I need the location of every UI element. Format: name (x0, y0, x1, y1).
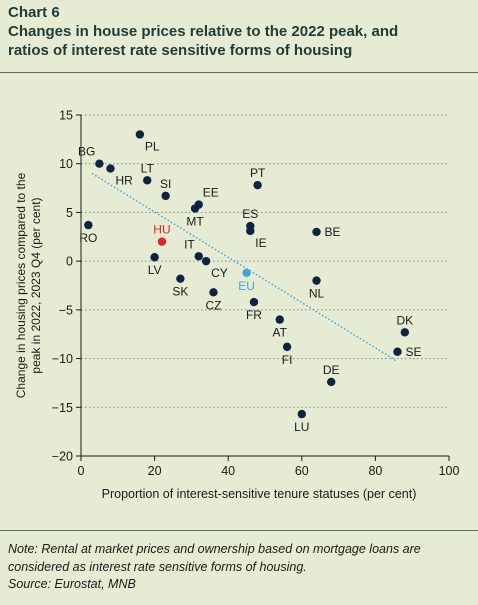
data-label-hu: HU (153, 223, 170, 237)
x-tick-label: 0 (78, 464, 85, 478)
footer-divider (0, 530, 478, 531)
data-label-nl: NL (309, 287, 325, 301)
data-point-sk (176, 274, 185, 283)
chart-header: Chart 6 Changes in house prices relative… (8, 4, 472, 60)
data-label-eu: EU (238, 279, 255, 293)
y-tick-label: −10 (52, 352, 73, 366)
data-label-de: DE (323, 363, 340, 377)
data-label-se: SE (405, 345, 421, 359)
data-label-at: AT (272, 326, 287, 340)
x-tick-label: 20 (148, 464, 162, 478)
data-point-pt (253, 180, 262, 190)
data-label-es: ES (242, 207, 258, 221)
y-tick-label: −5 (59, 303, 73, 317)
data-label-fr: FR (246, 308, 262, 322)
data-label-sk: SK (172, 285, 188, 299)
data-label-dk: DK (397, 313, 414, 327)
data-label-si: SI (160, 177, 171, 191)
chart-number: Chart 6 (8, 4, 60, 21)
data-point-lt (143, 176, 152, 185)
data-point-ie (246, 226, 255, 236)
data-label-bg: BG (78, 145, 95, 159)
chart-title-line2: ratios of interest rate sensitive forms … (8, 42, 353, 59)
data-label-hr: HR (115, 174, 133, 188)
data-point-lv (150, 253, 159, 262)
data-point-it (194, 252, 203, 261)
data-point-cz (209, 288, 218, 297)
y-tick-label: 15 (59, 109, 73, 123)
y-tick-label: −15 (52, 401, 73, 415)
x-tick-label: 80 (368, 464, 382, 478)
data-point-eu (242, 268, 251, 278)
data-point-hr (106, 164, 115, 173)
x-axis-title: Proportion of interest-sensitive tenure … (102, 487, 417, 501)
data-label-cz: CZ (205, 298, 221, 312)
x-tick-label: 100 (439, 464, 460, 478)
y-tick-label: 5 (66, 206, 73, 220)
trendline (91, 172, 398, 363)
data-label-lt: LT (141, 161, 155, 175)
data-point-be (312, 227, 321, 237)
y-tick-label: 0 (66, 255, 73, 269)
data-label-mt: MT (186, 215, 204, 229)
data-label-ie: IE (255, 236, 266, 250)
data-label-pl: PL (145, 139, 160, 153)
data-label-be: BE (325, 225, 341, 239)
data-label-ee: EE (203, 186, 219, 200)
data-point-at (275, 315, 284, 324)
data-point-cy (201, 256, 211, 266)
scatter-chart: 15 10 5 0 −5 −10 −15 −20 0 20 40 60 80 100 Proportion … (14, 109, 460, 502)
data-point-mt (190, 204, 200, 213)
data-label-it: IT (184, 237, 195, 251)
data-label-ro: RO (79, 231, 97, 245)
data-point-fr (249, 297, 259, 307)
data-point-hu (157, 237, 167, 246)
data-label-lv: LV (148, 263, 162, 277)
y-axis-title-line2: peak in 2022, 2023 Q4 (per cent) (29, 197, 43, 373)
data-point-fi (282, 342, 292, 352)
data-point-dk (400, 328, 410, 337)
data-point-si (161, 191, 170, 201)
y-axis-title-line1: Change in housing prices compared to the (14, 172, 28, 398)
data-point-pl (135, 130, 145, 139)
chart-note: Note: Rental at market prices and owners… (8, 542, 421, 574)
data-label-cy: CY (211, 266, 228, 280)
data-point-ro (84, 220, 93, 230)
data-label-fi: FI (282, 353, 293, 367)
y-tick-label: 10 (59, 157, 73, 171)
data-label-pt: PT (250, 166, 266, 180)
chart-title-line1: Changes in house prices relative to the … (8, 23, 399, 40)
x-tick-label: 40 (221, 464, 235, 478)
data-point-de (327, 377, 336, 387)
data-point-nl (312, 276, 321, 285)
data-point-bg (95, 159, 104, 168)
x-tick-label: 60 (295, 464, 309, 478)
header-divider (0, 72, 478, 73)
y-tick-label: −20 (52, 450, 73, 464)
data-point-se (393, 347, 402, 356)
chart-source: Source: Eurostat, MNB (8, 577, 136, 591)
data-label-lu: LU (294, 420, 309, 434)
data-point-lu (297, 409, 306, 419)
